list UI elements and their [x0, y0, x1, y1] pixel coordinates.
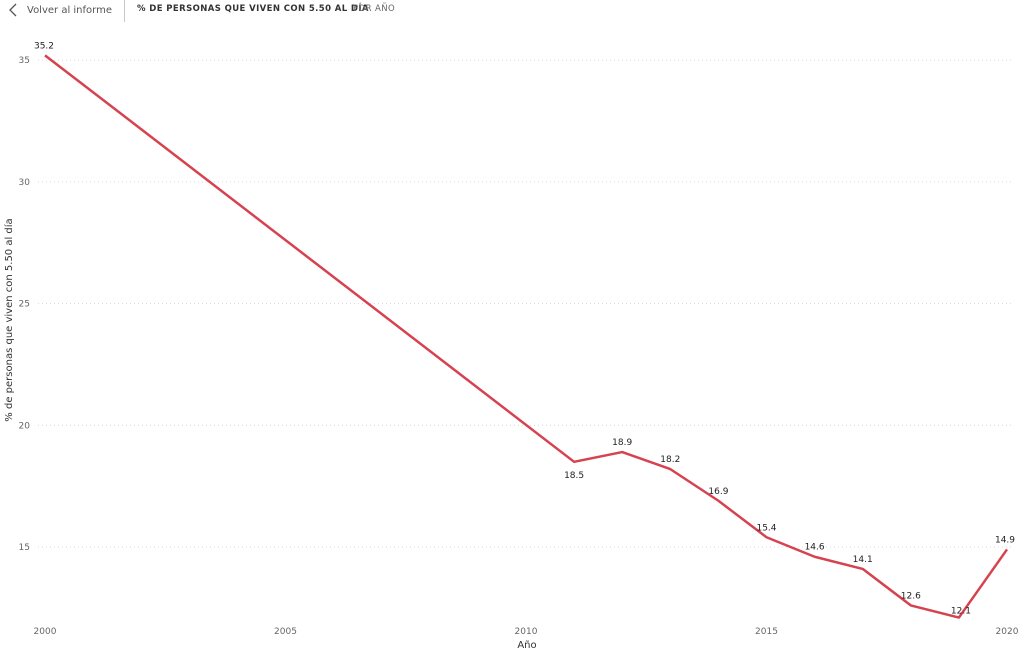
- data-label: 14.1: [853, 555, 873, 565]
- x-tick-label: 2000: [34, 627, 57, 637]
- y-tick-label: 15: [19, 543, 30, 553]
- series-group: [44, 54, 1009, 619]
- y-axis-title: % de personas que viven con 5.50 al día: [3, 218, 15, 421]
- gridlines: [38, 59, 1012, 548]
- x-axis-tick-labels: 2000 2005 2010 2015 2020: [34, 627, 1019, 637]
- data-label: 14.6: [805, 543, 825, 553]
- data-label: 18.5: [564, 471, 584, 481]
- chart-subtitle: POR AÑO: [353, 4, 396, 14]
- y-tick-label: 20: [19, 421, 31, 431]
- x-tick-label: 2015: [755, 627, 778, 637]
- x-axis-title: Año: [517, 640, 536, 651]
- data-label: 12.6: [901, 591, 921, 601]
- x-tick-label: 2020: [996, 627, 1019, 637]
- data-label: 16.9: [708, 487, 728, 497]
- data-labels: 35.2 18.5 18.9 18.2 16.9 15.4 14.6 14.1 12.6 12.1…: [34, 41, 1015, 616]
- data-label: 12.1: [951, 607, 971, 617]
- data-label: 14.9: [995, 535, 1015, 545]
- back-button[interactable]: Volver al informe: [8, 0, 112, 20]
- chevron-left-icon: [9, 3, 17, 17]
- data-label: 15.4: [756, 523, 776, 533]
- y-tick-label: 30: [19, 178, 31, 188]
- y-tick-label: 25: [19, 300, 30, 310]
- header-divider: [124, 0, 125, 22]
- data-label: 35.2: [34, 41, 54, 51]
- y-tick-label: 35: [19, 56, 30, 66]
- back-button-label: Volver al informe: [27, 4, 112, 16]
- data-label: 18.2: [660, 455, 680, 465]
- series-line: [44, 54, 1009, 619]
- x-tick-label: 2005: [274, 627, 297, 637]
- header-bar: Volver al informe % DE PERSONAS QUE VIVE…: [0, 0, 1024, 22]
- x-tick-label: 2010: [515, 627, 538, 637]
- y-axis-tick-labels: 15 20 25 30 35: [19, 56, 31, 553]
- chart-title: % DE PERSONAS QUE VIVEN CON 5.50 AL DÍA: [137, 4, 369, 14]
- data-label: 18.9: [612, 438, 632, 448]
